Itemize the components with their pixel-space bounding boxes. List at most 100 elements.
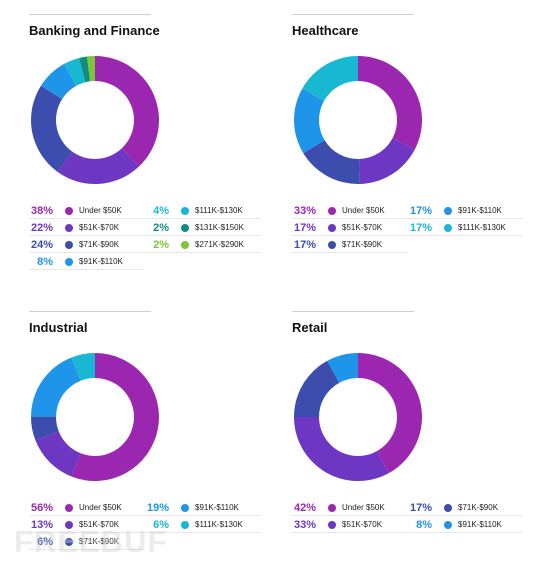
donut-slice-71k-90k — [294, 360, 340, 417]
slice-percentage: 17% — [409, 502, 432, 514]
legend-item-71k-90k: 17% $71K-$90K — [408, 500, 523, 516]
legend-color-dot — [65, 207, 73, 215]
chart-title: Retail — [292, 320, 328, 335]
legend-color-dot — [65, 504, 73, 512]
slice-percentage: 13% — [30, 519, 53, 531]
legend-item-71k-90k: 24% $71K-$90K — [29, 237, 144, 253]
donut-slice-under-50k — [95, 56, 159, 167]
donut-slice-under-50k — [358, 353, 422, 474]
slice-percentage: 2% — [153, 222, 169, 234]
salary-range-label: $271K-$290K — [195, 240, 244, 249]
slice-percentage: 17% — [409, 222, 432, 234]
chart-title: Banking and Finance — [29, 23, 160, 38]
slice-percentage: 6% — [37, 536, 53, 548]
salary-range-label: $71K-$90K — [79, 240, 120, 249]
slice-percentage: 56% — [30, 502, 53, 514]
legend-color-dot — [444, 207, 452, 215]
legend-item-111k-130k: 4% $111K-$130K — [145, 203, 260, 219]
slice-percentage: 38% — [30, 205, 53, 217]
salary-range-label: $71K-$90K — [458, 503, 499, 512]
legend-color-dot — [65, 258, 73, 266]
panel-divider — [29, 311, 151, 312]
salary-range-label: $131K-$150K — [195, 223, 244, 232]
slice-percentage: 2% — [153, 239, 169, 251]
legend-color-dot — [181, 207, 189, 215]
donut-slice-51k-70k — [294, 417, 389, 481]
salary-range-label: Under $50K — [79, 503, 122, 512]
salary-range-label: $91K-$110K — [79, 257, 123, 266]
legend-item-111k-130k: 17% $111K-$130K — [408, 220, 523, 236]
legend-color-dot — [328, 224, 336, 232]
panel-divider — [29, 14, 151, 15]
legend-item-71k-90k: 6% $71K-$90K — [29, 534, 144, 550]
salary-range-label: $51K-$70K — [79, 520, 120, 529]
donut-slice-111k-130k — [64, 58, 86, 86]
legend-item-51k-70k: 13% $51K-$70K — [29, 517, 144, 533]
legend-item-111k-130k: 6% $111K-$130K — [145, 517, 260, 533]
salary-range-label: $111K-$130K — [195, 520, 243, 529]
legend-item-271k-290k: 2% $271K-$290K — [145, 237, 260, 253]
salary-range-label: $111K-$130K — [458, 223, 506, 232]
legend-item-71k-90k: 17% $71K-$90K — [292, 237, 407, 253]
slice-percentage: 8% — [416, 519, 432, 531]
salary-range-label: $51K-$70K — [79, 223, 120, 232]
donut-panel-banking-and-finance: Banking and Finance 38% Under $50K 22% $51K-… — [29, 14, 269, 274]
salary-range-label: Under $50K — [79, 206, 122, 215]
donut-slice-111k-130k — [302, 56, 358, 101]
slice-percentage: 17% — [409, 205, 432, 217]
donut-chart — [294, 56, 422, 184]
salary-range-label: Under $50K — [342, 503, 385, 512]
salary-range-label: $51K-$70K — [342, 520, 383, 529]
panel-divider — [292, 14, 414, 15]
donut-slice-91k-110k — [327, 353, 358, 383]
chart-title: Industrial — [29, 320, 88, 335]
salary-range-label: Under $50K — [342, 206, 385, 215]
legend-item-under-50k: 33% Under $50K — [292, 203, 407, 219]
legend-color-dot — [65, 224, 73, 232]
legend-item-91k-110k: 19% $91K-$110K — [145, 500, 260, 516]
legend-color-dot — [65, 521, 73, 529]
donut-panel-retail: Retail 42% Under $50K 33% $51K-$70K 17% $71K-$… — [292, 311, 532, 571]
salary-range-label: $71K-$90K — [79, 537, 120, 546]
donut-slice-71k-90k — [31, 85, 73, 172]
legend-item-51k-70k: 17% $51K-$70K — [292, 220, 407, 236]
legend-item-91k-110k: 8% $91K-$110K — [408, 517, 523, 533]
donut-slice-51k-70k — [359, 138, 415, 184]
legend-item-under-50k: 42% Under $50K — [292, 500, 407, 516]
legend-color-dot — [328, 521, 336, 529]
legend-item-91k-110k: 8% $91K-$110K — [29, 254, 144, 270]
slice-percentage: 22% — [30, 222, 53, 234]
donut-chart — [31, 56, 159, 184]
slice-percentage: 8% — [37, 256, 53, 268]
donut-panel-industrial: Industrial 56% Under $50K 13% $51K-$70K 6% $71… — [29, 311, 269, 571]
slice-percentage: 33% — [293, 205, 316, 217]
donut-slice-51k-70k — [35, 431, 81, 477]
donut-slice-under-50k — [71, 353, 160, 481]
salary-range-label: $91K-$110K — [458, 206, 502, 215]
salary-range-label: $51K-$70K — [342, 223, 383, 232]
legend-color-dot — [181, 521, 189, 529]
salary-range-label: $91K-$110K — [195, 503, 239, 512]
donut-slice-131k-150k — [79, 56, 91, 83]
legend-color-dot — [65, 241, 73, 249]
donut-slice-51k-70k — [57, 148, 139, 184]
donut-slice-271k-290k — [86, 56, 95, 82]
slice-percentage: 33% — [293, 519, 316, 531]
legend-item-51k-70k: 33% $51K-$70K — [292, 517, 407, 533]
donut-chart — [294, 353, 422, 481]
donut-slice-71k-90k — [303, 140, 360, 184]
slice-percentage: 17% — [293, 222, 316, 234]
chart-title: Healthcare — [292, 23, 359, 38]
legend-item-under-50k: 38% Under $50K — [29, 203, 144, 219]
legend-color-dot — [444, 504, 452, 512]
slice-percentage: 19% — [146, 502, 169, 514]
donut-chart — [31, 353, 160, 481]
legend-color-dot — [444, 521, 452, 529]
legend-color-dot — [181, 504, 189, 512]
donut-panel-healthcare: Healthcare 33% Under $50K 17% $51K-$70K 17% $7… — [292, 14, 532, 274]
donut-slice-91k-110k — [40, 63, 77, 100]
donut-slice-91k-110k — [294, 88, 325, 154]
panel-divider — [292, 311, 414, 312]
donut-slice-111k-130k — [71, 353, 95, 381]
legend-color-dot — [328, 207, 336, 215]
